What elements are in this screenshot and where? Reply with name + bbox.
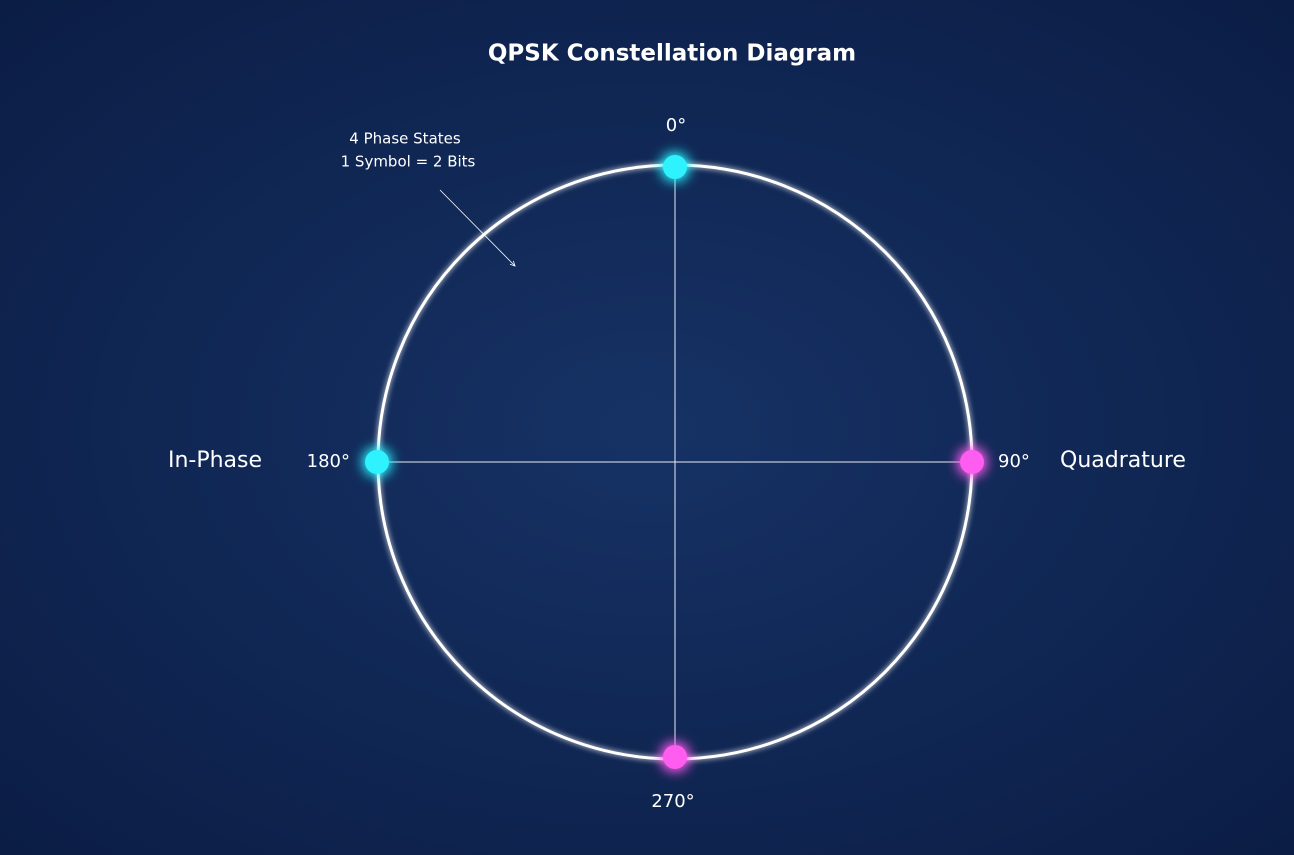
title: QPSK Constellation Diagram <box>488 41 856 67</box>
constellation-point <box>365 450 389 474</box>
axis-label: In-Phase <box>168 448 262 473</box>
axis-label: Quadrature <box>1060 448 1186 473</box>
point-label: 90° <box>998 451 1030 472</box>
constellation-point <box>960 450 984 474</box>
point-label: 180° <box>307 451 350 472</box>
point-label: 0° <box>666 115 686 136</box>
constellation-point <box>663 155 687 179</box>
annotation-line: 4 Phase States <box>349 130 461 148</box>
point-label: 270° <box>651 791 694 812</box>
annotation-arrow <box>439 189 515 266</box>
constellation-point <box>663 745 687 769</box>
annotation-line: 1 Symbol = 2 Bits <box>341 153 476 171</box>
